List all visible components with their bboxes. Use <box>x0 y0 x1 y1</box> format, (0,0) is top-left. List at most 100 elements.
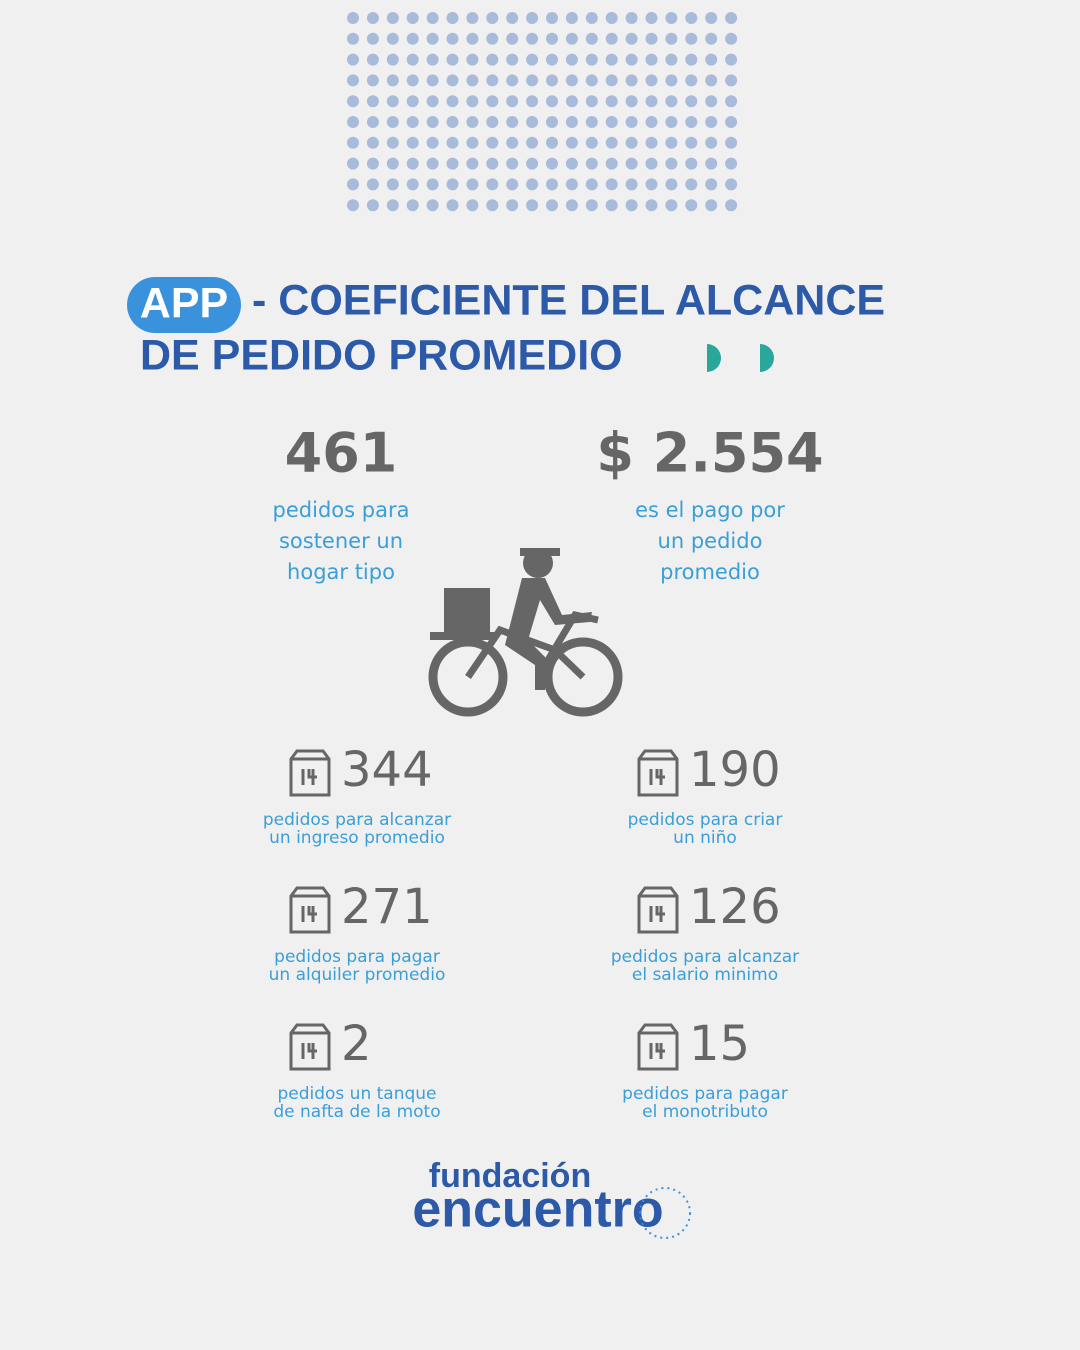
dot <box>625 136 638 149</box>
dot <box>625 157 638 170</box>
dot <box>705 199 718 212</box>
dot <box>665 53 678 66</box>
dot <box>486 12 499 24</box>
dot <box>725 95 738 108</box>
dot <box>526 95 539 108</box>
stat-desc: el monotributo <box>642 1102 768 1122</box>
dot <box>366 157 379 170</box>
dot <box>426 178 439 191</box>
badge-text: APP <box>140 279 228 327</box>
highlight-desc: pedidos para <box>273 498 410 522</box>
dot <box>486 53 499 66</box>
cyclist-icon <box>428 548 623 717</box>
dot <box>526 32 539 45</box>
dot <box>645 178 658 191</box>
dot <box>625 95 638 108</box>
dot <box>386 32 399 45</box>
bag-symbol <box>649 906 665 922</box>
logo-text: encuentro <box>412 1181 663 1239</box>
dot <box>366 53 379 66</box>
dot <box>347 95 359 108</box>
dot <box>526 136 539 149</box>
dot <box>466 12 479 24</box>
logo-mark <box>639 1187 691 1239</box>
dot <box>585 157 598 170</box>
dot <box>565 136 578 149</box>
dot <box>386 95 399 108</box>
dot <box>625 74 638 87</box>
dot <box>446 53 459 66</box>
dot <box>605 199 618 212</box>
stat-value: 271 <box>341 879 433 935</box>
dot <box>426 53 439 66</box>
stat-desc: pedidos para criar <box>628 810 783 830</box>
dot <box>466 199 479 212</box>
bag-icon <box>637 886 679 934</box>
dot <box>685 157 698 170</box>
dot <box>565 74 578 87</box>
dot <box>546 136 558 149</box>
dot <box>685 199 698 212</box>
stat-value: 126 <box>689 879 781 935</box>
dot <box>565 178 578 191</box>
stat-desc: de nafta de la moto <box>273 1102 440 1122</box>
dot <box>605 178 618 191</box>
dot <box>406 199 419 212</box>
dot <box>386 178 399 191</box>
dot <box>446 157 459 170</box>
dot <box>386 74 399 87</box>
dot <box>585 12 598 24</box>
dot <box>645 32 658 45</box>
dot <box>406 12 419 24</box>
dot <box>565 199 578 212</box>
stat-value: 344 <box>341 742 433 798</box>
dot <box>506 12 519 24</box>
dot <box>506 157 519 170</box>
dot <box>466 32 479 45</box>
highlight-value: $ 2.554 <box>596 422 823 485</box>
highlight-value: 461 <box>285 422 398 485</box>
dot <box>366 199 379 212</box>
dot <box>645 116 658 128</box>
dot <box>685 178 698 191</box>
dot <box>685 116 698 128</box>
dot <box>605 53 618 66</box>
stat-desc: pedidos para alcanzar <box>263 810 451 830</box>
dot <box>665 74 678 87</box>
dot <box>685 12 698 24</box>
dot <box>386 199 399 212</box>
decoration <box>707 344 721 372</box>
dot <box>725 116 738 128</box>
dot <box>605 32 618 45</box>
dot <box>725 136 738 149</box>
dot <box>526 157 539 170</box>
logo-text: fundación <box>429 1157 591 1195</box>
dot <box>546 157 558 170</box>
dot <box>605 136 618 149</box>
dot <box>585 53 598 66</box>
dot <box>705 12 718 24</box>
dot <box>585 32 598 45</box>
stat-desc: pedidos para alcanzar <box>611 947 799 967</box>
bag-icon <box>289 749 331 797</box>
dot <box>526 199 539 212</box>
dot <box>526 53 539 66</box>
stat-desc: un niño <box>673 828 737 848</box>
dot <box>446 136 459 149</box>
dot <box>426 74 439 87</box>
dot <box>506 116 519 128</box>
decoration <box>760 344 774 372</box>
dot <box>486 74 499 87</box>
bag-symbol <box>649 1043 665 1059</box>
dot <box>526 178 539 191</box>
stat-desc: pedidos para pagar <box>274 947 440 967</box>
dot <box>645 95 658 108</box>
dot <box>506 178 519 191</box>
dot <box>406 74 419 87</box>
dot <box>725 74 738 87</box>
dot <box>406 178 419 191</box>
bag-outline <box>289 886 331 934</box>
dot <box>526 74 539 87</box>
stat-value: 2 <box>341 1016 372 1072</box>
dot <box>446 116 459 128</box>
